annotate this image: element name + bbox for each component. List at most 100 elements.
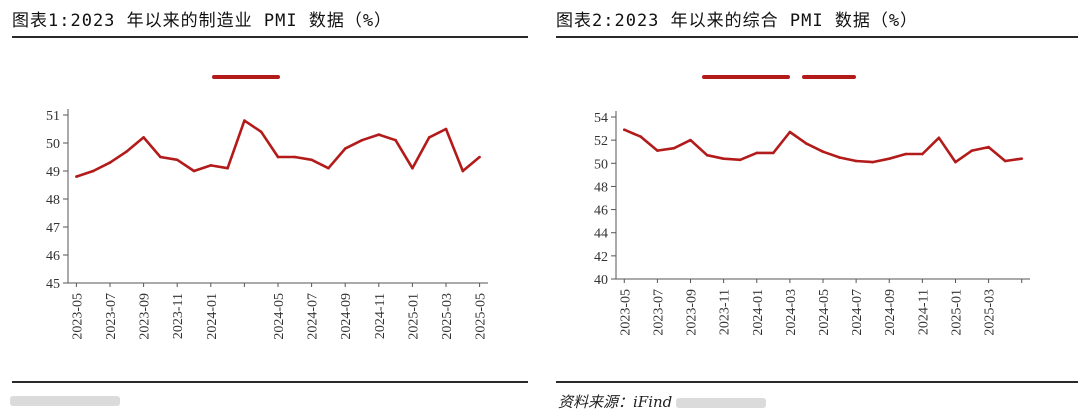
- data-point: [887, 157, 891, 160]
- series-line: [75, 119, 481, 178]
- data-point: [343, 147, 347, 150]
- data-point: [755, 151, 759, 155]
- data-point: [987, 145, 990, 149]
- y-tick-label: 42: [594, 250, 608, 265]
- y-tick-label: 46: [594, 204, 608, 219]
- x-tick-label: 2023-05: [70, 293, 85, 340]
- line-chart-composite-pmi: 40 42 44 46 48 50 52 54 2023-05 2023-07 2023-09 202…: [594, 111, 1030, 336]
- source-label: 资料来源：iFind: [558, 393, 673, 411]
- data-point: [192, 169, 196, 173]
- data-point: [411, 166, 414, 170]
- data-point: [478, 155, 481, 159]
- data-point: [377, 133, 381, 136]
- x-tick-label: 2024-09: [339, 293, 354, 340]
- data-point: [125, 150, 129, 153]
- y-tick-label: 44: [594, 227, 608, 242]
- y-tick-label: 50: [46, 137, 60, 152]
- x-tick-label: 2024-01: [205, 293, 220, 340]
- x-tick-label: 2024-11: [916, 289, 931, 335]
- chart-title: 图表1:2023 年以来的制造业 PMI 数据（%）: [12, 11, 393, 31]
- y-tick-label: 49: [46, 165, 60, 180]
- data-point: [276, 155, 280, 159]
- data-point: [427, 136, 431, 139]
- data-point: [871, 160, 874, 164]
- x-tick-label: 2025-03: [983, 289, 998, 336]
- legend-swatch: [802, 75, 856, 79]
- data-point: [705, 153, 709, 157]
- data-point: [159, 155, 162, 159]
- data-point: [1020, 157, 1024, 160]
- data-point: [142, 136, 145, 139]
- data-point: [970, 149, 974, 152]
- data-point: [738, 158, 742, 162]
- data-point: [75, 175, 78, 178]
- series-line: [623, 128, 1022, 164]
- x-tick-label: 2024-05: [272, 293, 287, 340]
- x-tick-label: 2024-09: [883, 289, 898, 336]
- x-tick-label: 2025-01: [949, 289, 964, 336]
- y-tick-label: 48: [46, 193, 60, 208]
- data-point: [1003, 159, 1007, 163]
- x-tick-label: 2024-07: [306, 293, 321, 340]
- x-tick-label: 2024-01: [751, 289, 766, 336]
- x-tick-label: 2023-09: [685, 289, 700, 336]
- line-chart-manufacturing-pmi: 45 46 47 48 49 50 51 2023-05 2023-07 2023-09 2023-…: [46, 109, 489, 340]
- x-tick-label: 2025-05: [474, 293, 489, 340]
- data-point: [91, 169, 95, 173]
- y-tick-label: 54: [594, 111, 608, 126]
- data-point: [722, 157, 725, 160]
- data-point: [689, 138, 692, 142]
- data-point: [360, 138, 364, 142]
- x-tick-label: 2023-11: [718, 289, 733, 335]
- data-point: [310, 158, 313, 162]
- data-point: [656, 149, 659, 152]
- y-tick-label: 51: [46, 109, 60, 124]
- data-point: [327, 166, 330, 170]
- data-point: [293, 155, 297, 159]
- chart-title: 图表2:2023 年以来的综合 PMI 数据（%）: [556, 11, 919, 31]
- data-point: [904, 152, 908, 156]
- source-note: [6, 391, 120, 409]
- data-point: [444, 127, 448, 131]
- y-tick-label: 46: [46, 249, 60, 264]
- data-point: [108, 161, 112, 164]
- y-tick-label: 48: [594, 180, 608, 195]
- x-tick-label: 2024-07: [850, 289, 865, 336]
- data-point: [788, 130, 792, 134]
- y-tick-label: 50: [594, 157, 608, 172]
- data-point: [772, 151, 775, 155]
- y-tick-label: 40: [594, 273, 608, 288]
- data-point: [394, 138, 397, 142]
- data-point: [175, 158, 179, 162]
- blurred-source-text: [676, 398, 767, 408]
- data-point: [838, 156, 841, 159]
- chart-panel-manufacturing: 图表1:2023 年以来的制造业 PMI 数据（%） 45 46 47 48 49 50 5…: [0, 0, 530, 419]
- y-tick-label: 52: [594, 134, 608, 149]
- x-tick-label: 2023-07: [651, 289, 666, 336]
- data-point: [921, 152, 924, 156]
- data-point: [854, 159, 858, 163]
- legend-swatch: [702, 75, 790, 79]
- data-point: [259, 130, 263, 134]
- blurred-source-text: [10, 396, 120, 406]
- legend-swatch: [212, 75, 280, 79]
- y-tick-label: 45: [46, 277, 60, 292]
- data-point: [937, 136, 941, 140]
- x-tick-label: 2023-11: [171, 293, 186, 339]
- x-tick-label: 2023-09: [138, 293, 153, 340]
- data-point: [639, 135, 643, 138]
- data-point: [805, 142, 808, 145]
- x-tick-label: 2024-03: [784, 289, 799, 336]
- data-point: [821, 150, 825, 154]
- data-point: [622, 128, 626, 132]
- x-tick-label: 2025-01: [406, 293, 421, 340]
- source-rule: [12, 381, 528, 383]
- x-tick-label: 2023-07: [104, 293, 119, 340]
- y-tick-label: 47: [46, 221, 60, 236]
- title-rule: [556, 36, 1078, 38]
- data-point: [672, 146, 676, 150]
- x-tick-label: 2024-05: [817, 289, 832, 336]
- x-tick-label: 2023-05: [618, 289, 633, 336]
- source-rule: [556, 381, 1078, 383]
- data-point: [226, 166, 229, 170]
